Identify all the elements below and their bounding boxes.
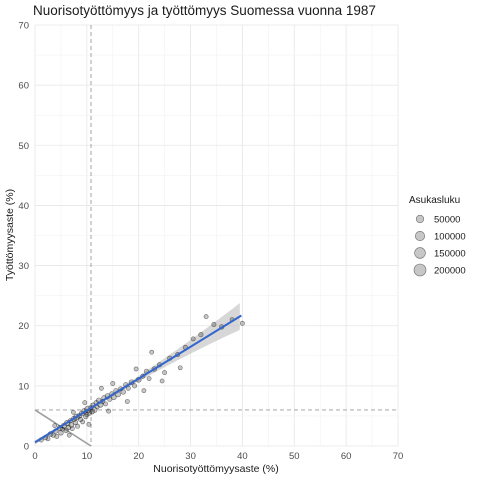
data-point [177, 365, 183, 371]
data-point [198, 332, 204, 338]
x-tick-label: 10 [82, 451, 93, 462]
data-point [75, 423, 80, 429]
chart-title: Nuorisotyöttömyys ja työttömyys Suomessa… [33, 3, 376, 18]
x-tick-label: 30 [185, 451, 196, 462]
y-tick-label: 30 [18, 261, 29, 272]
legend-key [414, 247, 426, 259]
data-point [211, 322, 217, 327]
regression-line [34, 314, 242, 444]
data-point [86, 410, 93, 416]
x-tick-label: 70 [393, 451, 404, 462]
data-point [82, 400, 88, 406]
data-point [68, 422, 75, 428]
y-tick-label: 60 [18, 81, 29, 92]
y-tick-label: 70 [18, 21, 29, 32]
x-tick-label: 40 [237, 451, 248, 462]
legend-label: 50000 [434, 215, 460, 226]
data-point [66, 432, 72, 438]
data-point [54, 433, 60, 439]
x-tick-label: 0 [32, 451, 37, 462]
data-point [149, 349, 155, 355]
data-point [141, 388, 147, 394]
y-axis-ticks: 0 10 20 30 40 50 60 70 [18, 21, 29, 453]
legend-key [414, 230, 426, 242]
data-point [86, 421, 92, 427]
y-tick-label: 10 [18, 381, 29, 392]
x-axis-title: Nuorisotyöttömyysaste (%) [153, 463, 278, 475]
data-point [106, 408, 112, 414]
legend-key [413, 263, 427, 277]
legend-label: 100000 [434, 232, 466, 243]
data-point [120, 389, 126, 395]
data-point [190, 336, 196, 342]
data-point [110, 381, 116, 386]
grid [34, 24, 399, 447]
data-point [239, 320, 245, 326]
data-point [159, 378, 165, 384]
data-point [69, 426, 75, 431]
data-point [80, 419, 86, 425]
y-tick-label: 0 [24, 442, 29, 453]
legend-title: Asukasluku [409, 195, 460, 206]
data-point [203, 314, 209, 320]
data-point [71, 409, 76, 415]
data-point [45, 436, 51, 442]
data-point [50, 432, 56, 438]
y-tick-label: 20 [18, 321, 29, 332]
data-point [52, 423, 58, 428]
data-point [162, 370, 168, 376]
data-point [99, 385, 104, 391]
legend-key [415, 214, 425, 224]
x-axis-ticks: 0 10 20 30 40 50 60 70 [32, 451, 403, 462]
legend-label: 200000 [434, 266, 466, 277]
data-point [133, 366, 139, 372]
data-point [124, 399, 130, 404]
data-point [146, 376, 152, 381]
y-tick-label: 50 [18, 141, 29, 152]
regression-fit [34, 314, 242, 444]
data-point [132, 383, 138, 389]
x-tick-label: 20 [133, 451, 144, 462]
x-tick-label: 50 [289, 451, 300, 462]
y-tick-label: 40 [18, 201, 29, 212]
legend: Asukasluku 50000 100000 150000 200000 [409, 195, 466, 277]
x-tick-label: 60 [341, 451, 352, 462]
legend-label: 150000 [434, 249, 466, 260]
y-axis-title: Työttömyysaste (%) [4, 189, 16, 281]
data-point [103, 401, 108, 407]
